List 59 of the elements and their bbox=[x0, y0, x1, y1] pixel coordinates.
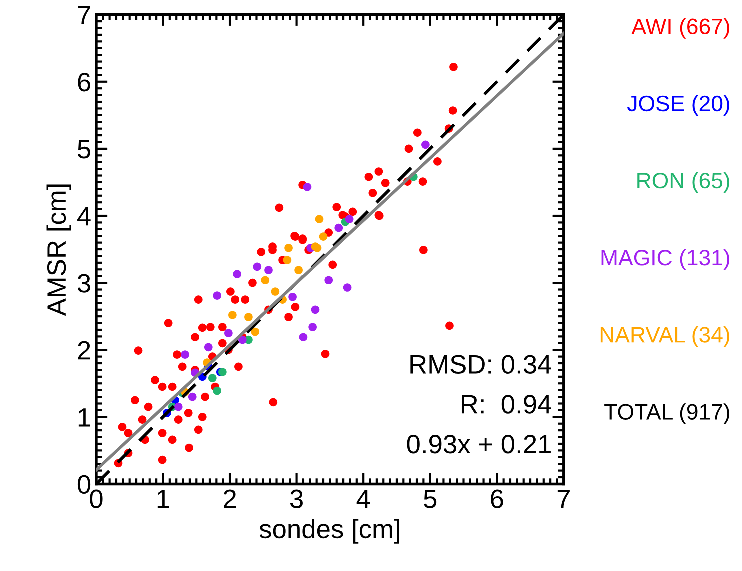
y-axis-title: AMSR [cm] bbox=[46, 184, 72, 316]
point bbox=[319, 232, 328, 241]
y-tick-label: 6 bbox=[78, 73, 90, 92]
annotation: 0.93x + 0.21 bbox=[407, 435, 551, 454]
point bbox=[213, 386, 222, 396]
point bbox=[283, 256, 292, 264]
point bbox=[251, 328, 260, 336]
point bbox=[422, 140, 430, 150]
point bbox=[204, 343, 213, 352]
x-tick-label: 5 bbox=[424, 490, 437, 508]
point bbox=[324, 276, 334, 285]
point bbox=[334, 224, 344, 232]
point bbox=[345, 215, 354, 224]
annotation: RMSD: 0.34 bbox=[410, 355, 552, 374]
point bbox=[224, 329, 233, 338]
text: MAGIC (131) bbox=[602, 249, 730, 270]
point bbox=[244, 313, 253, 322]
point bbox=[288, 292, 297, 302]
x-tick-label: 2 bbox=[224, 490, 236, 508]
point bbox=[299, 333, 308, 342]
point bbox=[188, 392, 197, 402]
point bbox=[311, 306, 320, 314]
text: JOSE (20) bbox=[627, 95, 730, 116]
x-tick-label: 6 bbox=[491, 490, 504, 508]
text: TOTAL (917) bbox=[604, 404, 730, 424]
text: RON (65) bbox=[638, 172, 730, 194]
y-tick-label: 1 bbox=[78, 408, 90, 427]
point bbox=[294, 266, 303, 274]
point bbox=[303, 183, 312, 192]
point bbox=[261, 276, 270, 285]
point bbox=[264, 266, 273, 274]
point bbox=[213, 292, 222, 300]
point bbox=[315, 215, 324, 224]
text: AWI (667) bbox=[632, 18, 730, 39]
y-tick-label: 4 bbox=[78, 207, 91, 226]
y-tick-label: 3 bbox=[78, 274, 90, 293]
y-tick-label: 5 bbox=[78, 140, 90, 159]
x-tick-label: 3 bbox=[290, 490, 303, 508]
x-tick-label: 0 bbox=[90, 490, 103, 508]
point bbox=[181, 350, 190, 359]
x-tick-label: 1 bbox=[158, 490, 170, 508]
x-tick-label: 4 bbox=[356, 490, 370, 508]
point bbox=[253, 262, 262, 272]
point bbox=[208, 374, 217, 382]
y-tick-label: 7 bbox=[78, 6, 90, 24]
y-tick-label: 0 bbox=[78, 475, 91, 494]
point bbox=[238, 336, 247, 344]
x-axis-title: sondes [cm] bbox=[260, 519, 400, 544]
point bbox=[233, 270, 242, 279]
x-tick-label: 7 bbox=[558, 490, 570, 508]
annotation: R: 0.94 bbox=[462, 395, 552, 414]
point bbox=[271, 288, 280, 296]
text: NARVAL (34) bbox=[600, 326, 730, 348]
point bbox=[308, 323, 317, 332]
point bbox=[174, 402, 183, 412]
y-tick-label: 2 bbox=[78, 341, 90, 360]
point bbox=[343, 284, 352, 292]
point bbox=[284, 244, 293, 252]
point bbox=[228, 311, 237, 320]
